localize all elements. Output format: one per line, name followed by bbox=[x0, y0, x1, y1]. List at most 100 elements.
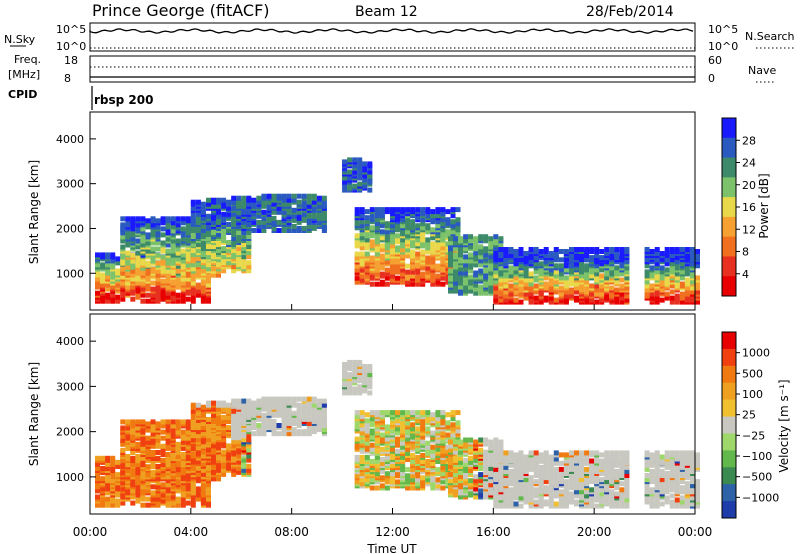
velocity-cell bbox=[135, 470, 141, 476]
power-cell bbox=[140, 226, 146, 232]
power-cell bbox=[175, 298, 181, 304]
power-cell bbox=[374, 259, 380, 265]
power-cell bbox=[468, 252, 474, 258]
power-cell bbox=[579, 273, 584, 279]
power-cell bbox=[410, 223, 416, 229]
power-cell bbox=[170, 242, 176, 248]
power-cell bbox=[543, 281, 549, 287]
power-cell bbox=[430, 245, 436, 251]
velocity-cell bbox=[311, 427, 317, 433]
power-cell bbox=[367, 161, 373, 167]
power-cell bbox=[165, 258, 171, 264]
power-cell bbox=[664, 251, 670, 256]
power-cell bbox=[226, 240, 232, 245]
velocity-cell bbox=[135, 490, 141, 496]
power-cell bbox=[125, 250, 131, 256]
power-cell bbox=[498, 247, 504, 252]
velocity-cell bbox=[291, 400, 297, 406]
power-cell bbox=[384, 233, 390, 239]
power-cell bbox=[347, 169, 353, 175]
power-cell bbox=[569, 279, 574, 285]
power-cell bbox=[493, 257, 499, 263]
velocity-cell bbox=[120, 462, 126, 468]
power-cell bbox=[170, 228, 176, 234]
power-cell bbox=[130, 276, 136, 282]
colorbar-swatch bbox=[722, 216, 736, 238]
velocity-cell bbox=[364, 440, 370, 446]
velocity-cell bbox=[354, 454, 360, 460]
velocity-cell bbox=[120, 458, 126, 464]
power-cell bbox=[430, 273, 436, 279]
power-cell bbox=[619, 283, 625, 289]
velocity-cell bbox=[359, 422, 365, 428]
power-cell bbox=[468, 288, 474, 294]
power-cell bbox=[594, 253, 600, 258]
power-cell bbox=[374, 207, 380, 213]
power-cell bbox=[435, 243, 441, 249]
power-cell bbox=[589, 269, 595, 275]
velocity-cell bbox=[379, 438, 385, 444]
velocity-cell bbox=[359, 410, 365, 416]
velocity-cell bbox=[170, 484, 176, 490]
velocity-cell bbox=[160, 419, 166, 425]
velocity-cell bbox=[226, 408, 232, 414]
velocity-cell bbox=[440, 420, 446, 426]
velocity-cell bbox=[395, 448, 400, 454]
power-cell bbox=[321, 199, 327, 205]
velocity-cell bbox=[379, 483, 385, 489]
velocity-cell bbox=[226, 425, 232, 431]
power-cell bbox=[390, 249, 395, 255]
velocity-cell bbox=[221, 437, 227, 443]
power-cell bbox=[160, 232, 166, 238]
nave-label: Nave bbox=[748, 64, 776, 77]
velocity-cell bbox=[435, 467, 441, 473]
power-cell bbox=[513, 261, 519, 267]
power-cell bbox=[384, 275, 390, 281]
velocity-cell bbox=[120, 470, 126, 476]
date-title: 28/Feb/2014 bbox=[586, 4, 674, 20]
power-cell bbox=[440, 211, 446, 217]
velocity-cell bbox=[100, 455, 106, 461]
velocity-cell bbox=[364, 412, 370, 418]
velocity-cell bbox=[384, 479, 390, 485]
velocity-cell bbox=[395, 426, 400, 432]
velocity-cell bbox=[276, 408, 282, 414]
power-cell bbox=[211, 215, 216, 221]
velocity-cell bbox=[286, 431, 292, 437]
velocity-cell bbox=[430, 485, 436, 491]
velocity-cell bbox=[420, 438, 426, 444]
power-cell bbox=[311, 223, 317, 229]
power-cell bbox=[563, 279, 569, 285]
velocity-cell bbox=[420, 475, 426, 481]
power-cell bbox=[553, 273, 559, 279]
power-cell bbox=[95, 280, 100, 286]
power-cell bbox=[579, 263, 584, 269]
velocity-cell bbox=[415, 477, 421, 483]
power-cell bbox=[463, 284, 469, 290]
power-cell bbox=[453, 268, 458, 274]
velocity-cell bbox=[390, 410, 395, 416]
velocity-cell bbox=[405, 420, 411, 426]
power-cell bbox=[395, 207, 400, 213]
velocity-cell bbox=[420, 459, 426, 464]
power-cell bbox=[130, 268, 136, 274]
power-cell bbox=[221, 268, 227, 274]
velocity-cell bbox=[135, 462, 141, 468]
power-cell bbox=[180, 292, 186, 298]
power-cell bbox=[553, 253, 559, 258]
velocity-cell bbox=[175, 441, 181, 447]
power-cell bbox=[400, 267, 406, 273]
power-cell bbox=[357, 157, 363, 163]
power-cell bbox=[448, 236, 453, 242]
velocity-cell bbox=[130, 429, 136, 435]
velocity-cell bbox=[160, 492, 166, 498]
velocity-cell bbox=[266, 419, 272, 424]
power-cell bbox=[206, 213, 211, 219]
power-cell bbox=[493, 269, 499, 275]
power-cell bbox=[415, 251, 421, 257]
power-cell bbox=[649, 249, 655, 254]
power-cell bbox=[170, 216, 176, 222]
power-cell bbox=[301, 199, 307, 205]
power-cell bbox=[503, 261, 509, 267]
